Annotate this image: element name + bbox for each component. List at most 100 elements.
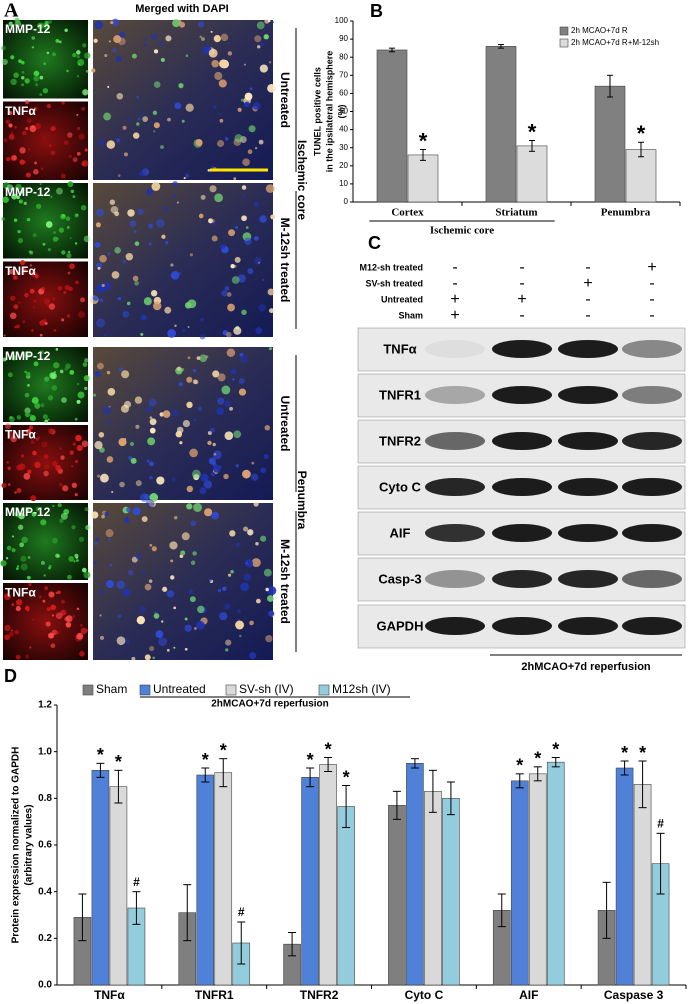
band (425, 340, 485, 358)
cell (243, 63, 247, 66)
cell (265, 587, 269, 592)
cell (252, 101, 261, 110)
cell (76, 559, 79, 562)
cell (139, 606, 146, 613)
treatment-sign: - (519, 259, 524, 276)
cell (72, 615, 75, 618)
cell (10, 629, 13, 632)
channel-label: MMP-12 (5, 349, 51, 363)
cell (242, 194, 245, 197)
red-image (3, 101, 88, 180)
cell (203, 480, 213, 489)
cell (176, 426, 184, 434)
cell (211, 219, 215, 223)
cell (119, 481, 125, 488)
error-bar (498, 44, 504, 49)
cell (45, 221, 53, 228)
cell (130, 457, 137, 464)
blot-label: Casp-3 (378, 571, 421, 586)
x-tick-label: Cyto C (405, 988, 444, 1002)
cell (225, 639, 232, 646)
band (622, 340, 682, 358)
cell (91, 68, 96, 73)
cell (61, 101, 65, 105)
significance-marker: * (637, 121, 646, 146)
cell (70, 189, 75, 194)
cell (71, 482, 78, 489)
cell (180, 550, 186, 556)
treatment-sign: + (517, 291, 526, 308)
cell (150, 290, 158, 297)
cell (34, 402, 41, 409)
cell (43, 62, 46, 66)
legend-swatch (559, 38, 569, 48)
cell (122, 588, 131, 597)
cell (200, 318, 204, 322)
cell (76, 50, 81, 55)
cell (53, 371, 56, 374)
cell (165, 35, 172, 42)
cell (65, 216, 71, 221)
cell (192, 551, 197, 556)
cell (153, 81, 161, 88)
cell (1, 45, 7, 51)
cell (55, 591, 58, 595)
error-bar (638, 141, 644, 158)
cell (195, 620, 205, 630)
cell (107, 388, 116, 396)
cell (76, 151, 81, 156)
significance-marker: * (325, 739, 332, 759)
treatment-sign: + (647, 259, 656, 276)
cell (96, 474, 101, 478)
cell (106, 370, 111, 375)
cell (61, 214, 66, 218)
cell (30, 440, 35, 445)
cell (95, 222, 101, 228)
cell (224, 431, 234, 440)
cell (126, 507, 131, 512)
band (492, 340, 552, 358)
cell (35, 123, 42, 130)
cell (19, 542, 25, 548)
cell (51, 614, 55, 617)
cell (8, 110, 13, 115)
cell (53, 362, 60, 369)
cell (31, 397, 39, 404)
cell (29, 288, 35, 294)
significance-marker: * (202, 750, 209, 770)
cell (58, 227, 65, 233)
cell (161, 234, 166, 239)
cell (106, 580, 115, 589)
cell (186, 485, 194, 493)
significance-marker: * (307, 750, 314, 770)
cell (92, 295, 99, 301)
cell (82, 362, 88, 367)
cell (125, 253, 134, 261)
cell (61, 599, 65, 604)
cell (2, 196, 9, 204)
cell (267, 84, 276, 93)
error-bar (288, 932, 297, 957)
cell (14, 510, 21, 518)
cell (40, 167, 44, 170)
cell (9, 268, 15, 275)
cell (105, 529, 114, 538)
cell (245, 561, 248, 565)
cell (109, 199, 116, 205)
cell (257, 45, 261, 49)
cell (11, 193, 18, 200)
band (558, 570, 618, 588)
cell (256, 598, 261, 604)
legend-label: SV-sh (IV) (239, 682, 294, 696)
cell (84, 358, 89, 363)
bar (109, 786, 128, 986)
cell (50, 643, 56, 649)
cell (149, 543, 153, 547)
cell (244, 92, 253, 101)
cell (185, 54, 189, 58)
cell (14, 629, 20, 635)
cell (44, 298, 50, 305)
cell (61, 318, 65, 322)
cell (176, 366, 182, 371)
cell (47, 247, 52, 252)
